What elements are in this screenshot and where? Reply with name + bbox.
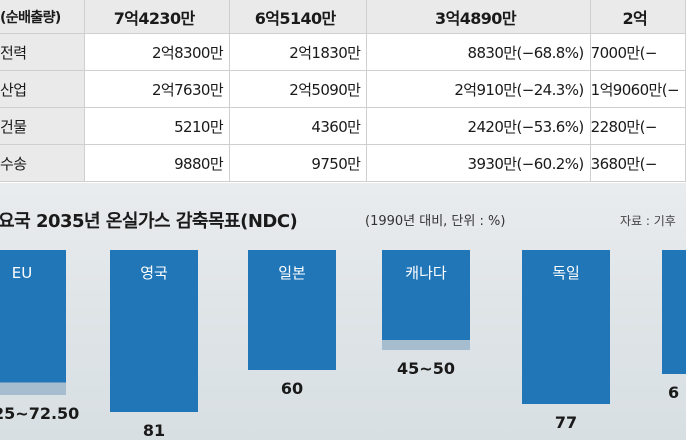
table-cell: 2억8300만 [84, 33, 231, 71]
bar-range-3 [382, 340, 470, 350]
table-cell: 3930만(−60.2%) [366, 144, 591, 182]
bar-category-label: 캐나다 [405, 264, 447, 282]
table-cell: 전력 [0, 33, 86, 71]
bar-4 [522, 250, 610, 404]
bar-value-label: 81 [143, 421, 165, 440]
bar-partial [662, 250, 686, 374]
bar-category-label: 독일 [552, 264, 580, 282]
bar-value-label: 77 [555, 413, 577, 432]
bar-plot: EU 66.25~72.50 영국 81 일본 60 캐나다 45~50 독일 77 6 [0, 250, 686, 440]
table-cell: 2억7630만 [84, 70, 231, 108]
bar-value-label: 45~50 [397, 359, 455, 378]
bar-range-0 [0, 382, 66, 395]
bar-category-label: 영국 [140, 264, 168, 282]
table-cell: 5210만 [84, 107, 231, 145]
table-row: 전력 2억8300만 2억1830만 8830만(−68.8%) 7000만(− [0, 33, 686, 71]
chart-source: 자료 : 기후 [620, 214, 676, 228]
table-cell: 9750만 [229, 144, 368, 182]
table-cell: 2억5090만 [229, 70, 368, 108]
table-cell: 2280만(− [590, 107, 686, 145]
table-cell: 산업 [0, 70, 86, 108]
table-cell: 1억9060만(− [590, 70, 686, 108]
table-cell: 수송 [0, 144, 86, 182]
table-cell: 8830만(−68.8%) [366, 33, 591, 71]
bar-3 [382, 250, 470, 340]
table-cell: 9880만 [84, 144, 231, 182]
table-header-cell: (순배출량) [0, 0, 86, 34]
bar-category-label: EU [12, 264, 32, 282]
table-row: 산업 2억7630만 2억5090만 2억910만(−24.3%) 1억9060… [0, 70, 686, 108]
emissions-table: (순배출량) 7억4230만 6억5140만 3억4890만 2억 전력 2억8… [0, 0, 686, 182]
table-cell: 2억1830만 [229, 33, 368, 71]
ndc-chart: 주요국 2035년 온실가스 감축목표(NDC) (1990년 대비, 단위 :… [0, 183, 686, 440]
table-header-row: (순배출량) 7억4230만 6억5140만 3억4890만 2억 [0, 0, 686, 34]
bar-0 [0, 250, 66, 383]
table-header-cell: 6억5140만 [229, 0, 368, 34]
table-header-cell: 2억 [590, 0, 686, 34]
table-cell: 2420만(−53.6%) [366, 107, 591, 145]
table-row: 건물 5210만 4360만 2420만(−53.6%) 2280만(− [0, 107, 686, 145]
table-cell: 건물 [0, 107, 86, 145]
table-header-cell: 3억4890만 [366, 0, 591, 34]
bar-value-label: 60 [281, 379, 303, 398]
bar-1 [110, 250, 198, 412]
bar-2 [248, 250, 336, 370]
bar-partial-value-label: 6 [668, 383, 679, 402]
chart-subtitle: (1990년 대비, 단위 : %) [365, 214, 506, 229]
chart-title: 주요국 2035년 온실가스 감축목표(NDC) [0, 211, 298, 232]
bar-value-label: 66.25~72.50 [0, 404, 79, 423]
table-cell: 3680만(− [590, 144, 686, 182]
table-cell: 4360만 [229, 107, 368, 145]
bar-category-label: 일본 [278, 264, 306, 282]
emissions-table-section: (순배출량) 7억4230만 6억5140만 3억4890만 2억 전력 2억8… [0, 0, 686, 183]
table-header-cell: 7억4230만 [84, 0, 231, 34]
table-row: 수송 9880만 9750만 3930만(−60.2%) 3680만(− [0, 144, 686, 182]
table-cell: 7000만(− [590, 33, 686, 71]
table-cell: 2억910만(−24.3%) [366, 70, 591, 108]
